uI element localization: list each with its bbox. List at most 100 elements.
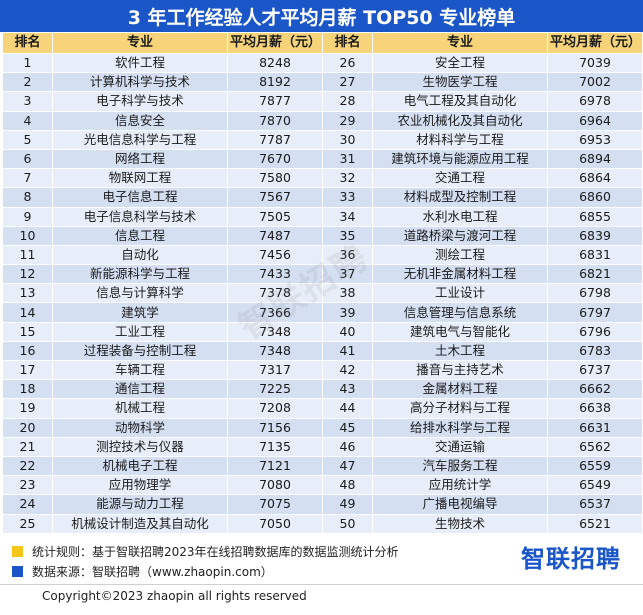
cell-major-right: 广播电视编导	[372, 494, 548, 515]
cell-salary-right: 7002	[547, 72, 643, 93]
note-source-text: 数据来源：智联招聘（www.zhaopin.com）	[32, 564, 273, 579]
cell-salary-right: 6638	[547, 398, 643, 419]
cell-major-right: 给排水科学与工程	[372, 417, 548, 438]
table-header-row: 排名 专业 平均月薪（元） 排名 专业 平均月薪（元）	[2, 32, 643, 54]
cell-major-right: 金属材料工程	[372, 379, 548, 400]
cell-major-left: 机械电子工程	[52, 455, 228, 477]
table-row: 18 通信工程 7225 43 金属材料工程 6662	[2, 379, 643, 400]
cell-rank-left: 2	[2, 72, 53, 93]
cell-rank-left: 21	[2, 436, 53, 457]
table-row: 22 机械电子工程 7121 47 汽车服务工程 6559	[2, 455, 643, 477]
cell-salary-left: 7225	[227, 379, 323, 400]
table-row: 7 物联网工程 7580 32 交通工程 6864	[2, 168, 643, 189]
cell-salary-left: 7456	[227, 244, 323, 266]
cell-rank-left: 1	[2, 52, 53, 74]
cell-rank-right: 47	[322, 455, 373, 477]
header-rank-right: 排名	[322, 32, 373, 54]
cell-salary-right: 6978	[547, 91, 643, 112]
cell-salary-left: 7787	[227, 129, 323, 150]
cell-rank-left: 3	[2, 91, 53, 112]
cell-major-left: 光电信息科学与工程	[52, 129, 228, 150]
footer-divider	[0, 584, 643, 585]
cell-rank-right: 44	[322, 398, 373, 419]
table-row: 4 信息安全 7870 29 农业机械化及其自动化 6964	[2, 110, 643, 131]
cell-rank-right: 32	[322, 168, 373, 189]
cell-salary-right: 6839	[547, 225, 643, 246]
cell-rank-right: 31	[322, 148, 373, 170]
cell-rank-left: 12	[2, 264, 53, 285]
cell-major-left: 电子信息科学与技术	[52, 206, 228, 227]
blue-square-icon	[12, 565, 23, 577]
cell-salary-right: 6964	[547, 110, 643, 131]
cell-salary-right: 6831	[547, 244, 643, 266]
page-title: 3 年工作经验人才平均月薪 TOP50 专业榜单	[0, 0, 643, 32]
table-body: 1 软件工程 8248 26 安全工程 7039 2 计算机科学与技术 8192 27 生物医学工程…	[2, 52, 643, 534]
cell-major-right: 农业机械化及其自动化	[372, 110, 548, 131]
cell-rank-left: 5	[2, 129, 53, 150]
cell-salary-right: 6631	[547, 417, 643, 438]
cell-major-right: 材料成型及控制工程	[372, 187, 548, 208]
cell-major-left: 计算机科学与技术	[52, 72, 228, 93]
cell-salary-right: 6864	[547, 168, 643, 189]
cell-rank-right: 46	[322, 436, 373, 457]
cell-rank-left: 25	[2, 513, 53, 534]
cell-rank-left: 23	[2, 475, 53, 496]
cell-salary-left: 7135	[227, 436, 323, 457]
cell-salary-right: 7039	[547, 52, 643, 74]
cell-rank-right: 49	[322, 494, 373, 515]
cell-major-left: 软件工程	[52, 52, 228, 74]
header-salary-left: 平均月薪（元）	[227, 32, 323, 54]
cell-major-right: 道路桥梁与渡河工程	[372, 225, 548, 246]
cell-major-right: 生物医学工程	[372, 72, 548, 93]
table-row: 21 测控技术与仪器 7135 46 交通运输 6562	[2, 436, 643, 457]
table-row: 5 光电信息科学与工程 7787 30 材料科学与工程 6953	[2, 129, 643, 150]
cell-rank-right: 40	[322, 321, 373, 342]
cell-major-left: 测控技术与仪器	[52, 436, 228, 457]
cell-major-right: 无机非金属材料工程	[372, 264, 548, 285]
cell-major-right: 汽车服务工程	[372, 455, 548, 477]
cell-major-right: 信息管理与信息系统	[372, 302, 548, 323]
table-row: 8 电子信息工程 7567 33 材料成型及控制工程 6860	[2, 187, 643, 208]
cell-rank-left: 13	[2, 283, 53, 304]
table-row: 16 过程装备与控制工程 7348 41 土木工程 6783	[2, 340, 643, 362]
cell-salary-right: 6796	[547, 321, 643, 342]
cell-major-right: 建筑环境与能源应用工程	[372, 148, 548, 170]
cell-salary-right: 6662	[547, 379, 643, 400]
cell-major-left: 信息工程	[52, 225, 228, 246]
cell-major-right: 土木工程	[372, 340, 548, 362]
cell-rank-right: 30	[322, 129, 373, 150]
cell-major-left: 动物科学	[52, 417, 228, 438]
cell-salary-left: 7208	[227, 398, 323, 419]
cell-major-left: 机械设计制造及其自动化	[52, 513, 228, 534]
note-rule: 统计规则：基于智联招聘2023年在线招聘数据库的数据监测统计分析	[12, 541, 492, 561]
cell-salary-right: 6562	[547, 436, 643, 457]
table-row: 2 计算机科学与技术 8192 27 生物医学工程 7002	[2, 72, 643, 93]
cell-salary-left: 8248	[227, 52, 323, 74]
cell-salary-right: 6894	[547, 148, 643, 170]
table-row: 13 信息与计算科学 7378 38 工业设计 6798	[2, 283, 643, 304]
cell-salary-left: 8192	[227, 72, 323, 93]
table-row: 25 机械设计制造及其自动化 7050 50 生物技术 6521	[2, 513, 643, 534]
header-rank-left: 排名	[2, 32, 53, 54]
cell-rank-right: 27	[322, 72, 373, 93]
cell-major-left: 建筑学	[52, 302, 228, 323]
cell-major-left: 自动化	[52, 244, 228, 266]
cell-salary-left: 7075	[227, 494, 323, 515]
cell-salary-left: 7348	[227, 340, 323, 362]
cell-rank-right: 36	[322, 244, 373, 266]
copyright-text: Copyright©2023 zhaopin all rights reserv…	[42, 589, 307, 603]
cell-salary-left: 7156	[227, 417, 323, 438]
cell-major-left: 信息与计算科学	[52, 283, 228, 304]
cell-rank-left: 11	[2, 244, 53, 266]
cell-major-right: 建筑电气与智能化	[372, 321, 548, 342]
cell-major-left: 通信工程	[52, 379, 228, 400]
cell-salary-left: 7317	[227, 359, 323, 381]
table-row: 23 应用物理学 7080 48 应用统计学 6549	[2, 475, 643, 496]
table-row: 20 动物科学 7156 45 给排水科学与工程 6631	[2, 417, 643, 438]
cell-salary-left: 7348	[227, 321, 323, 342]
notes-section: 统计规则：基于智联招聘2023年在线招聘数据库的数据监测统计分析 数据来源：智联…	[12, 541, 492, 581]
cell-salary-left: 7433	[227, 264, 323, 285]
cell-rank-right: 48	[322, 475, 373, 496]
cell-salary-left: 7366	[227, 302, 323, 323]
cell-rank-right: 45	[322, 417, 373, 438]
